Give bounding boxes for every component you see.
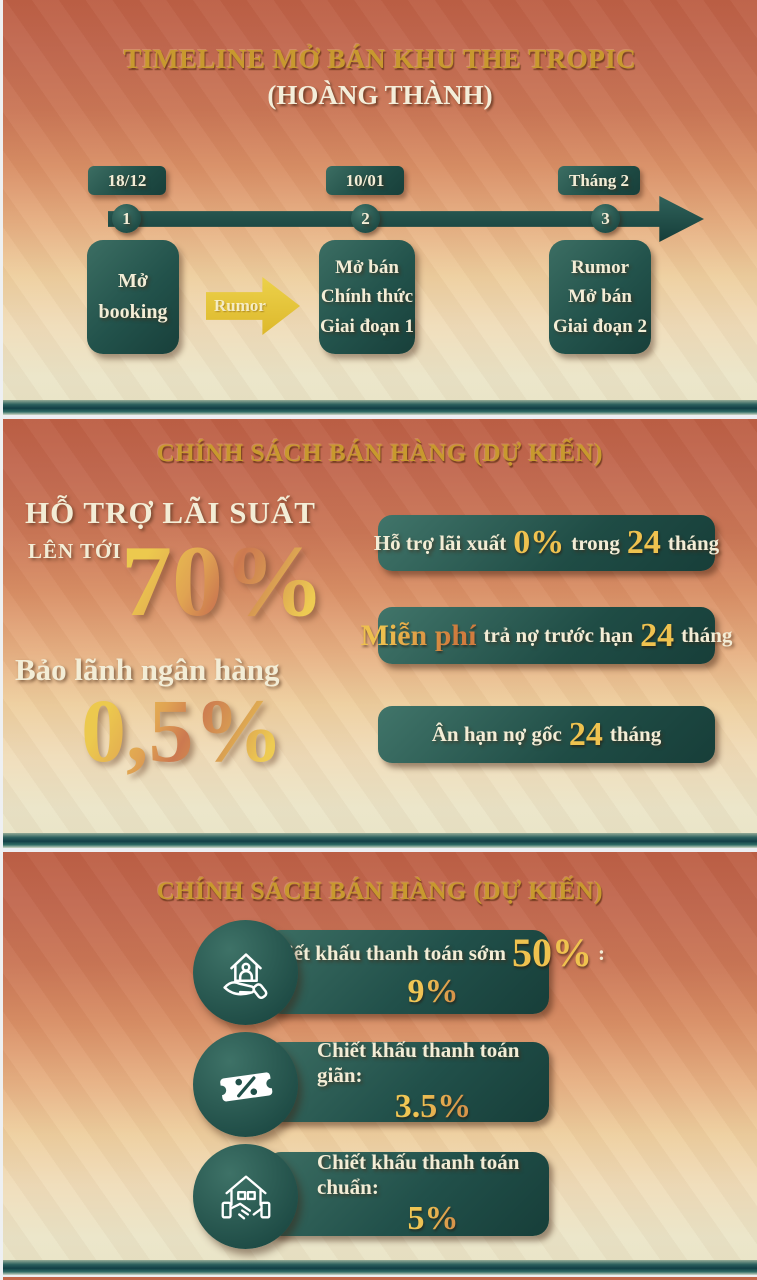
timeline-panel: TIMELINE MỞ BÁN KHU THE TROPIC (HOÀNG TH…: [3, 0, 757, 419]
teal-horizon-strip: [3, 833, 757, 848]
benefit-text: Ân hạn nợ gốc: [431, 722, 562, 746]
guarantee-value: 0,5%: [81, 682, 284, 781]
stage-line: Mở bán: [335, 256, 399, 278]
sales-policy-panel-1: CHÍNH SÁCH BÁN HÀNG (DỰ KIẾN) HỖ TRỢ LÃI…: [3, 419, 757, 852]
stage-line: booking: [98, 301, 168, 323]
discount-icon-circle: [193, 1032, 298, 1137]
discount-value: 3.5%: [394, 1088, 472, 1126]
benefit-value: 0%: [513, 524, 565, 561]
teal-horizon-strip: [3, 1260, 757, 1275]
stage-box-booking: Mở booking: [87, 240, 179, 354]
benefit-text: tháng: [667, 530, 720, 555]
discount-label: :: [598, 940, 606, 965]
ticket-percent-icon: [219, 1071, 272, 1101]
house-handshake-icon: [221, 1174, 270, 1219]
benefit-box-free-prepayment: Miễn phí trả nợ trước hạn 24 tháng: [361, 607, 732, 664]
teal-horizon-strip: [3, 400, 757, 415]
panel-separator: [3, 833, 757, 852]
discount-label: Chiết khấu thanh toán giãn:: [317, 1038, 520, 1088]
milestone-date-1: 18/12: [88, 166, 166, 195]
panel-separator: [3, 400, 757, 419]
sales-policy-panel-2: CHÍNH SÁCH BÁN HÀNG (DỰ KIẾN) Chiết khấu…: [3, 852, 757, 1280]
policy1-title: CHÍNH SÁCH BÁN HÀNG (DỰ KIẾN): [156, 440, 604, 467]
discount-value: 9%: [407, 973, 459, 1011]
stage-line: Rumor: [570, 256, 630, 278]
discount-box-extended-payment: Chiết khấu thanh toán giãn: 3.5%: [265, 1038, 549, 1126]
milestone-date-2: 10/01: [326, 166, 404, 195]
benefit-text: trả nợ trước hạn: [483, 623, 634, 647]
white-divider: [3, 848, 757, 852]
support-headline: HỖ TRỢ LÃI SUẤT: [25, 495, 316, 530]
discount-box-standard-payment: Chiết khấu thanh toán chuẩn: 5%: [265, 1150, 549, 1238]
benefit-text: trong: [571, 530, 620, 555]
next-panel-sliver: [3, 1277, 757, 1280]
support-subline: LÊN TỚI: [28, 539, 122, 563]
policy2-title: CHÍNH SÁCH BÁN HÀNG (DỰ KIẾN): [156, 878, 604, 905]
rumor-arrow-label: Rumor: [214, 296, 266, 315]
stage-box-phase-2: Rumor Mở bán Giai đoạn 2: [549, 240, 651, 354]
benefit-text: tháng: [681, 623, 733, 647]
discount-label: Chiết khấu thanh toán sớm: [260, 940, 507, 965]
milestone-date-3: Tháng 2: [558, 166, 640, 195]
stage-line: Giai đoạn 1: [320, 315, 414, 337]
benefit-box-grace-period: Ân hạn nợ gốc 24 tháng: [378, 706, 715, 763]
white-divider: [3, 415, 757, 419]
stage-line: Mở bán: [568, 286, 632, 308]
stage-line: Chính thức: [320, 286, 414, 308]
discount-box-early-payment: Chiết khấu thanh toán sớm 50% : 9%: [261, 930, 605, 1014]
guarantee-label: Bảo lãnh ngân hàng: [15, 652, 280, 687]
benefit-value: 24: [640, 616, 675, 654]
house-in-hand-icon: [222, 952, 267, 999]
support-value: 70%: [121, 525, 325, 638]
benefit-box-interest-support: Hỗ trợ lãi xuất 0% trong 24 tháng: [374, 515, 719, 571]
stage-box-phase-1: Mở bán Chính thức Giai đoạn 1: [319, 240, 415, 354]
stage-line: Giai đoạn 2: [553, 315, 647, 337]
benefit-highlight: Miễn phí: [360, 618, 477, 652]
stage-line: Mở: [118, 270, 148, 292]
benefit-value: 24: [626, 524, 661, 561]
milestone-number-3: 3: [591, 204, 620, 233]
white-divider: [3, 1275, 757, 1277]
benefit-text: Hỗ trợ lãi xuất: [373, 530, 507, 555]
discount-value: 5%: [407, 1200, 459, 1238]
panel-separator: [3, 1260, 757, 1280]
discount-icon-circle: [193, 1144, 298, 1249]
rumor-arrow: Rumor: [206, 277, 300, 335]
timeline-title: TIMELINE MỞ BÁN KHU THE TROPIC: [123, 44, 637, 74]
discount-icon-circle: [193, 920, 298, 1025]
milestone-number-1: 1: [112, 204, 141, 233]
benefit-text: tháng: [609, 722, 662, 746]
benefit-value: 24: [568, 715, 603, 753]
timeline-subtitle: (HOÀNG THÀNH): [267, 80, 493, 110]
discount-big-value: 50%: [512, 930, 593, 976]
discount-label: Chiết khấu thanh toán chuẩn:: [317, 1150, 520, 1200]
milestone-number-2: 2: [351, 204, 380, 233]
